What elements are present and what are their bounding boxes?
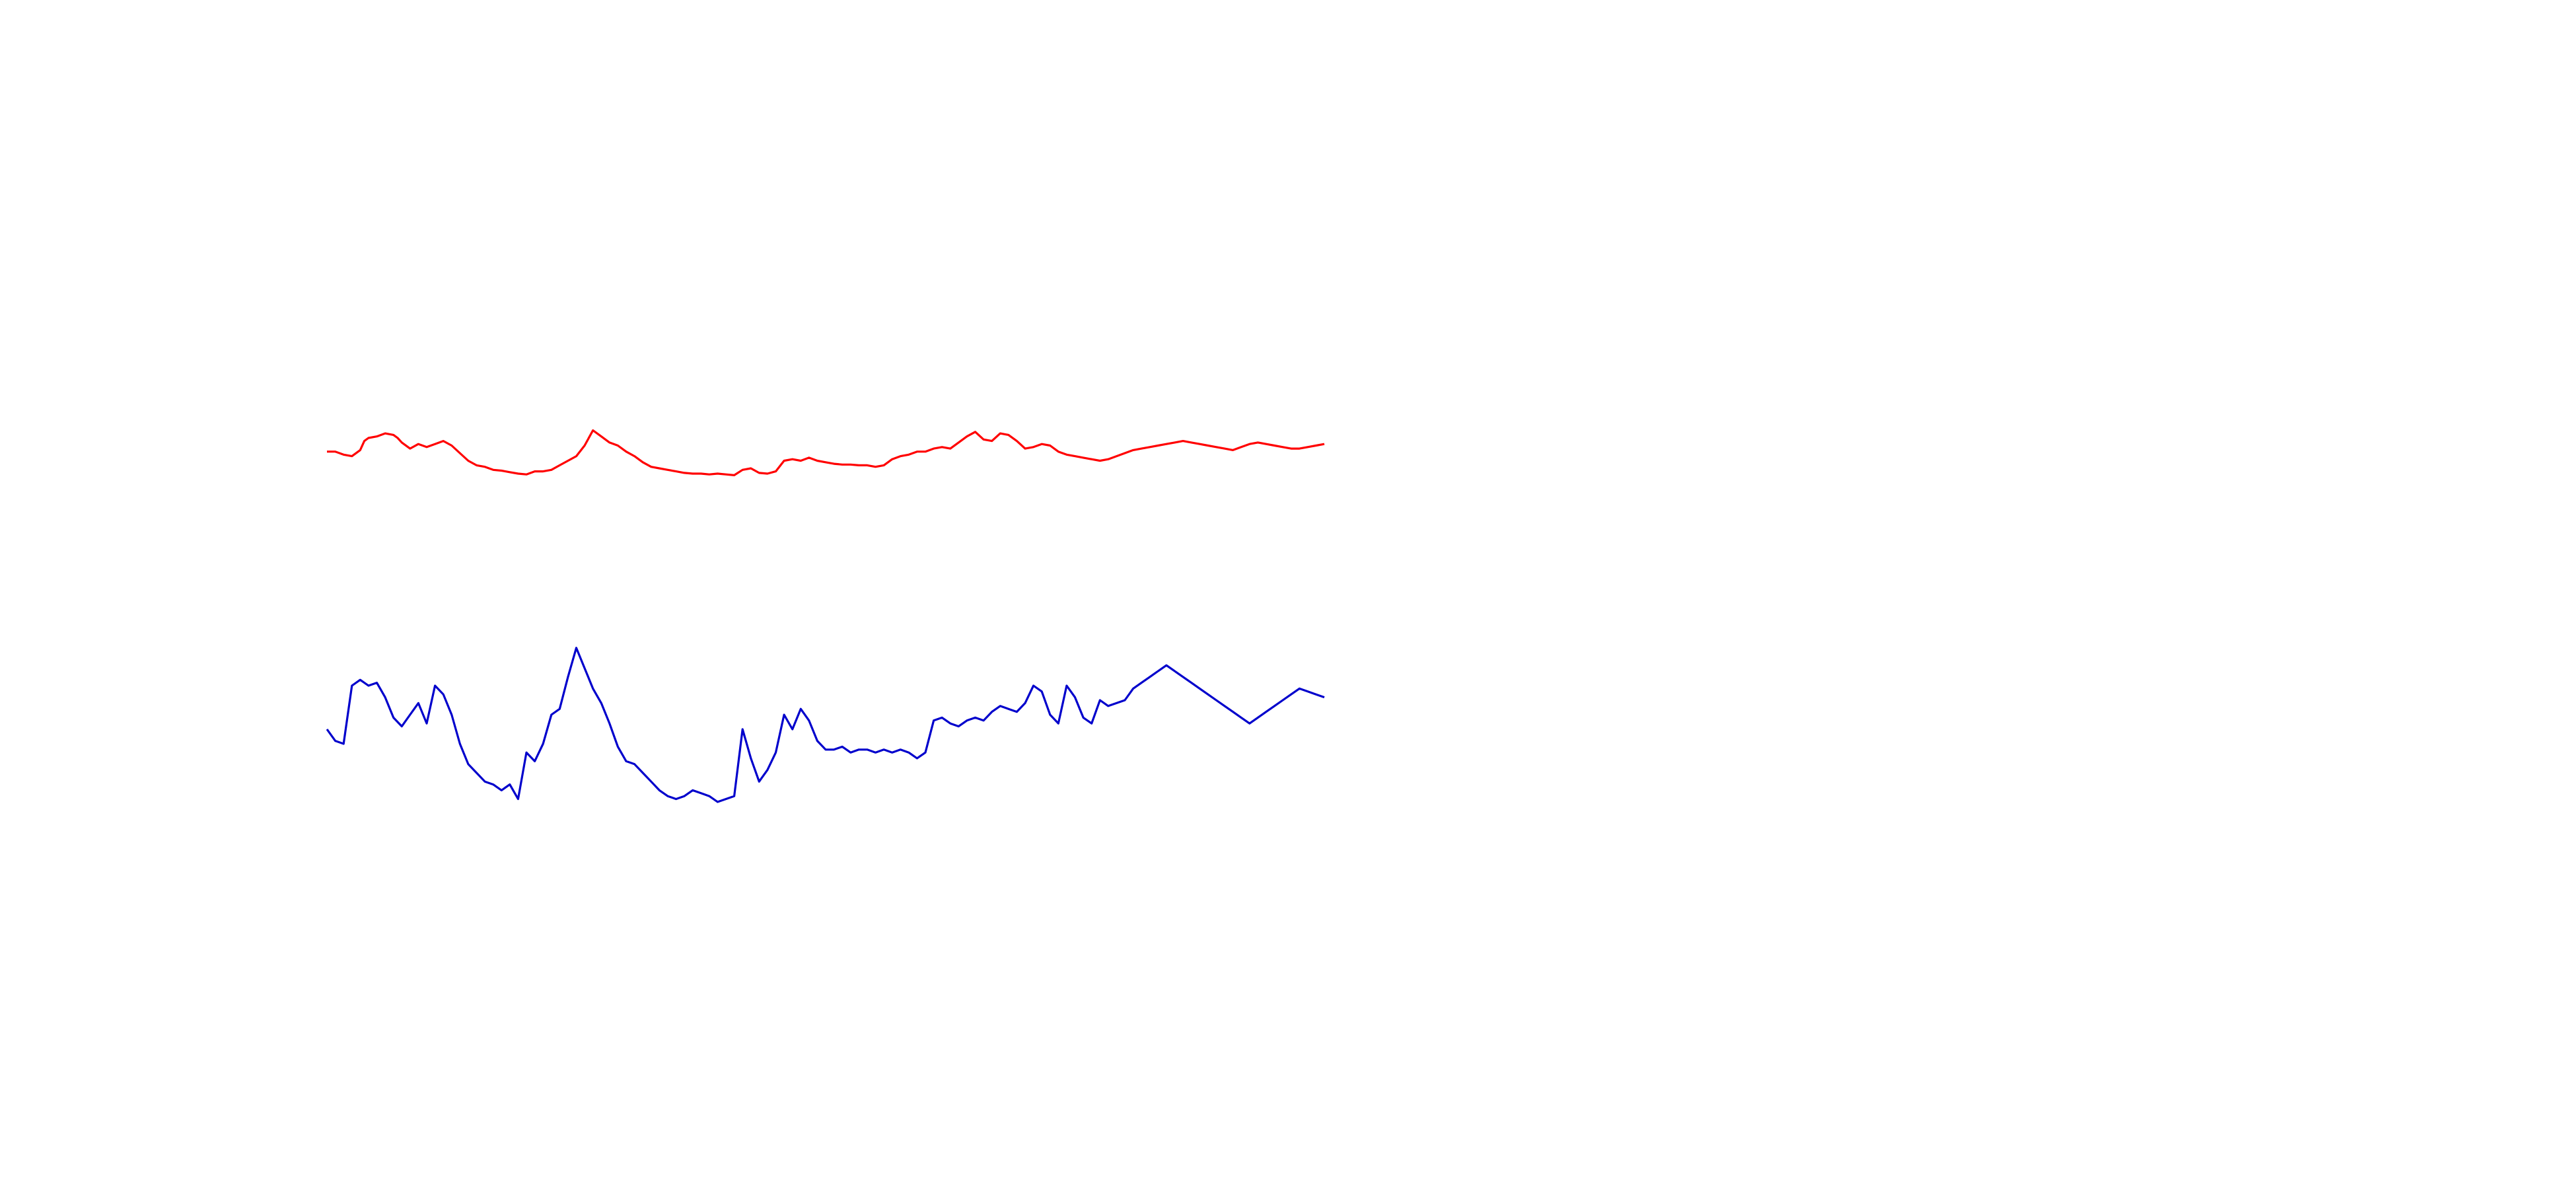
plot-area [326,429,1325,803]
series-line-2 [326,647,1325,803]
series-line-1 [327,429,1325,476]
